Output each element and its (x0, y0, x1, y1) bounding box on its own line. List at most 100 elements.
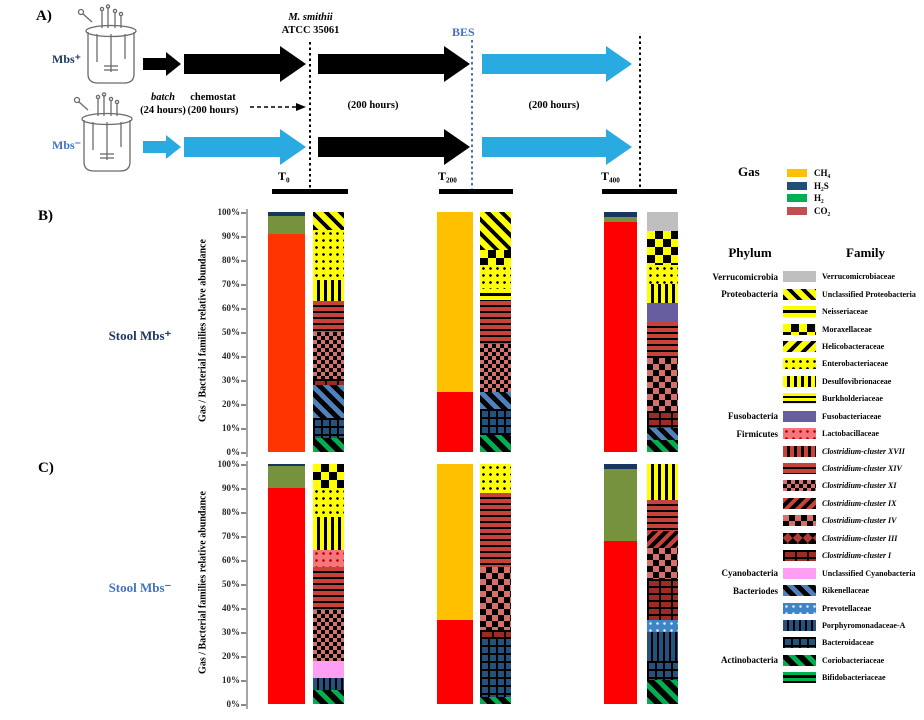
family-legend-row: Burkholderiaceae (698, 390, 924, 407)
y-tick-mark (241, 236, 246, 238)
family-label: Unclassified Cyanobacteria (822, 568, 916, 578)
family-legend-swatch (783, 480, 816, 492)
family-legend-swatch (783, 428, 816, 440)
family-bar-segment (480, 250, 511, 265)
y-tick-label: 60% (222, 554, 240, 565)
family-legend-swatch (783, 410, 816, 422)
family-label: Rikenellaceae (822, 586, 870, 596)
gas-legend-swatch (787, 194, 807, 203)
family-bar-segment (480, 492, 511, 568)
family-bar-segment (313, 550, 344, 568)
family-legend-swatch (783, 358, 816, 370)
y-tick-mark (241, 608, 246, 610)
y-tick-mark (241, 584, 246, 586)
row-label: Stool Mbs⁻ (108, 580, 172, 595)
family-legend-row: Bacteroidaceae (698, 634, 924, 651)
family-bar-segment (313, 378, 344, 385)
t400-underline (602, 189, 677, 194)
family-bar-segment (480, 344, 511, 392)
family-bar-segment (647, 231, 678, 265)
family-legend-row: Moraxellaceae (698, 320, 924, 337)
phase3-duration-label: (200 hours) (528, 100, 580, 111)
family-bar-segment (647, 620, 678, 632)
family-bar-segment (313, 689, 344, 704)
arrow-phase3-bottom (482, 129, 632, 165)
phylum-label: Actinobacteria (721, 655, 778, 666)
family-legend-swatch (783, 550, 816, 562)
y-tick-mark (241, 656, 246, 658)
family-label: Clostridium-cluster IV (822, 516, 897, 526)
family-legend-swatch (783, 602, 816, 614)
timepoint-t400: T₄₀₀ (601, 169, 620, 183)
family-legend-swatch (783, 672, 816, 684)
chemostat-dashed-arrowhead (296, 103, 306, 111)
y-tick-label: 60% (222, 302, 240, 313)
family-bar-segment (647, 264, 678, 284)
family-label: Burkholderiaceae (822, 394, 883, 404)
y-tick-label: 50% (222, 578, 240, 589)
family-legend-swatch (783, 375, 816, 387)
gas-bar-segment (437, 392, 473, 452)
y-tick-mark (241, 308, 246, 310)
phylum-header: Phylum (728, 245, 772, 260)
phylum-label: Verrucomicrobia (712, 271, 779, 282)
y-tick-label: 20% (222, 398, 240, 409)
family-legend-swatch (783, 497, 816, 509)
family-label: Clostridium-cluster XI (822, 481, 897, 491)
y-tick-mark (241, 536, 246, 538)
gas-legend-row: H₂ (787, 192, 830, 205)
family-bar-segment (647, 411, 678, 428)
family-bar-segment (647, 428, 678, 440)
family-bar-segment (647, 322, 678, 359)
family-label: Lactobacillaceae (822, 429, 879, 439)
gas-legend-title: Gas (738, 164, 760, 179)
family-bar-segment (313, 610, 344, 661)
y-tick-label: 10% (222, 422, 240, 433)
gas-bar-segment (268, 488, 305, 704)
family-label: Enterobacteriaceae (822, 359, 889, 369)
family-label: Moraxellaceae (822, 324, 872, 334)
y-tick-mark (241, 464, 246, 466)
family-bar-segment (313, 660, 344, 678)
y-axis-line (246, 461, 248, 709)
family-legend-row: Fusobacteria Fusobacteriaceae (698, 408, 924, 425)
phase2-duration-label: (200 hours) (347, 100, 399, 111)
gas-legend-swatch (787, 206, 807, 215)
family-legend-swatch (783, 463, 816, 475)
gas-legend-label: CH₄ (814, 168, 831, 179)
y-tick-mark (241, 284, 246, 286)
y-tick-label: 80% (222, 506, 240, 517)
family-bar-segment (480, 392, 511, 409)
family-legend-row: Clostridium-cluster XI (698, 477, 924, 494)
reactor-label-mbs-minus: Mbs⁻ (52, 138, 82, 152)
arrow-phase2-bottom (318, 129, 470, 165)
panel-label: C) (38, 460, 54, 476)
gas-legend-swatch (787, 169, 807, 178)
phylum-label: Cyanobacteria (721, 568, 779, 579)
gas-legend-label: CO₂ (814, 205, 831, 216)
gas-bar-segment (268, 233, 305, 452)
y-tick-label: 30% (222, 626, 240, 637)
family-bar-segment (480, 300, 511, 344)
family-bar-segment (480, 567, 511, 630)
phylum-label: Proteobacteria (721, 289, 778, 300)
family-bar-segment (647, 632, 678, 661)
arrow-batch-top (143, 52, 181, 76)
t0-underline (272, 189, 348, 194)
family-bar-segment (647, 531, 678, 548)
y-tick-label: 70% (222, 530, 240, 541)
family-bar-segment (313, 677, 344, 690)
family-legend-swatch (783, 271, 816, 283)
y-tick-mark (241, 512, 246, 514)
y-tick-mark (241, 332, 246, 334)
phylum-label: Bacteriodes (733, 585, 778, 596)
family-legend-row: Verrucomicrobia Verrucomicrobiaceae (698, 268, 924, 285)
family-legend-row: Desulfovibrionaceae (698, 373, 924, 390)
family-bar-segment (647, 548, 678, 580)
y-tick-mark (241, 560, 246, 562)
gas-legend-row: H₂S (787, 180, 830, 193)
family-legend-row: Clostridium-cluster XVII (698, 442, 924, 459)
family-legend-row: Firmicutes Lactobacillaceae (698, 425, 924, 442)
family-bar-segment (480, 212, 511, 251)
family-legend-row: Prevotellaceae (698, 599, 924, 616)
